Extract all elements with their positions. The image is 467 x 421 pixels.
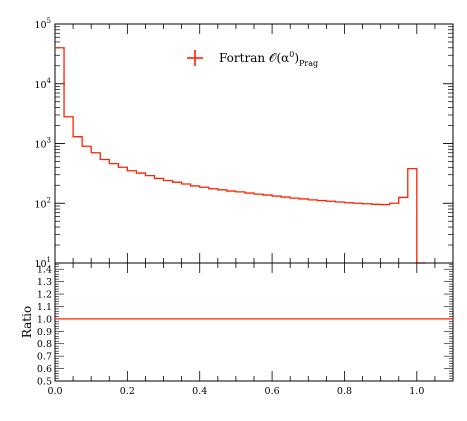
ratio-ticks: [54, 263, 454, 382]
main-y-tick-label: 104: [34, 77, 51, 91]
legend-label-main: Fortran 𝒪(α: [219, 51, 289, 65]
ratio-y-tick-label: 1.4: [37, 265, 52, 276]
histogram-line: [55, 47, 426, 264]
ratio-axis-title: Ratio: [20, 306, 34, 338]
ratio-y-tick-label: 1.0: [37, 314, 52, 325]
main-y-tick-label: 102: [34, 196, 51, 210]
ratio-y-tick-label: 0.8: [37, 339, 52, 350]
x-tick-label: 1.0: [409, 386, 424, 397]
main-y-tick-base: 10: [34, 140, 46, 151]
ratio-panel-frame: [54, 262, 454, 382]
main-y-tick-base: 10: [34, 80, 46, 91]
main-y-tick-exp: 1: [47, 256, 51, 264]
x-tick-label: 0.2: [120, 386, 135, 397]
x-tick-labels: 0.0 0.2 0.4 0.6 0.8 1.0: [47, 386, 424, 397]
x-tick-label: 0.0: [47, 386, 62, 397]
x-tick-label: 0.8: [337, 386, 352, 397]
ratio-y-tick-label: 1.1: [37, 302, 52, 313]
x-tick-label: 0.6: [265, 386, 280, 397]
main-minor-ticks: [55, 26, 453, 246]
main-y-tick-exp: 4: [47, 77, 52, 85]
main-y-tick-exp: 2: [47, 196, 51, 204]
legend-label-sup: 0: [289, 50, 294, 59]
ratio-y-tick-label: 0.6: [37, 364, 52, 375]
main-y-tick-label: 101: [34, 256, 51, 270]
main-major-ticks: [54, 23, 454, 264]
main-y-tick-label: 103: [34, 137, 51, 151]
legend: Fortran 𝒪(α0)Prag: [187, 50, 318, 68]
main-y-tick-label: 105: [34, 17, 51, 31]
legend-label-close: ): [294, 51, 299, 65]
main-y-tick-base: 10: [34, 20, 46, 31]
legend-label-sub: Prag: [299, 59, 318, 68]
main-y-tick-exp: 3: [47, 137, 51, 145]
ratio-y-tick-label: 0.7: [37, 352, 52, 363]
main-y-tick-exp: 5: [47, 17, 51, 25]
ratio-y-tick-label: 0.9: [37, 327, 52, 338]
main-histogram: [55, 47, 426, 264]
x-tick-label: 0.4: [192, 386, 207, 397]
legend-label: Fortran 𝒪(α0)Prag: [219, 50, 318, 68]
ratio-y-tick-label: 0.5: [37, 377, 52, 388]
main-y-tick-base: 10: [34, 199, 46, 210]
main-y-tick-base: 10: [34, 259, 46, 270]
ratio-y-tick-label: 1.2: [37, 290, 52, 301]
ratio-y-tick-label: 1.3: [37, 277, 52, 288]
ratio-y-tick-labels: 0.5 0.60.7 0.80.9 1.01.11.2 1.31.4: [37, 265, 52, 388]
